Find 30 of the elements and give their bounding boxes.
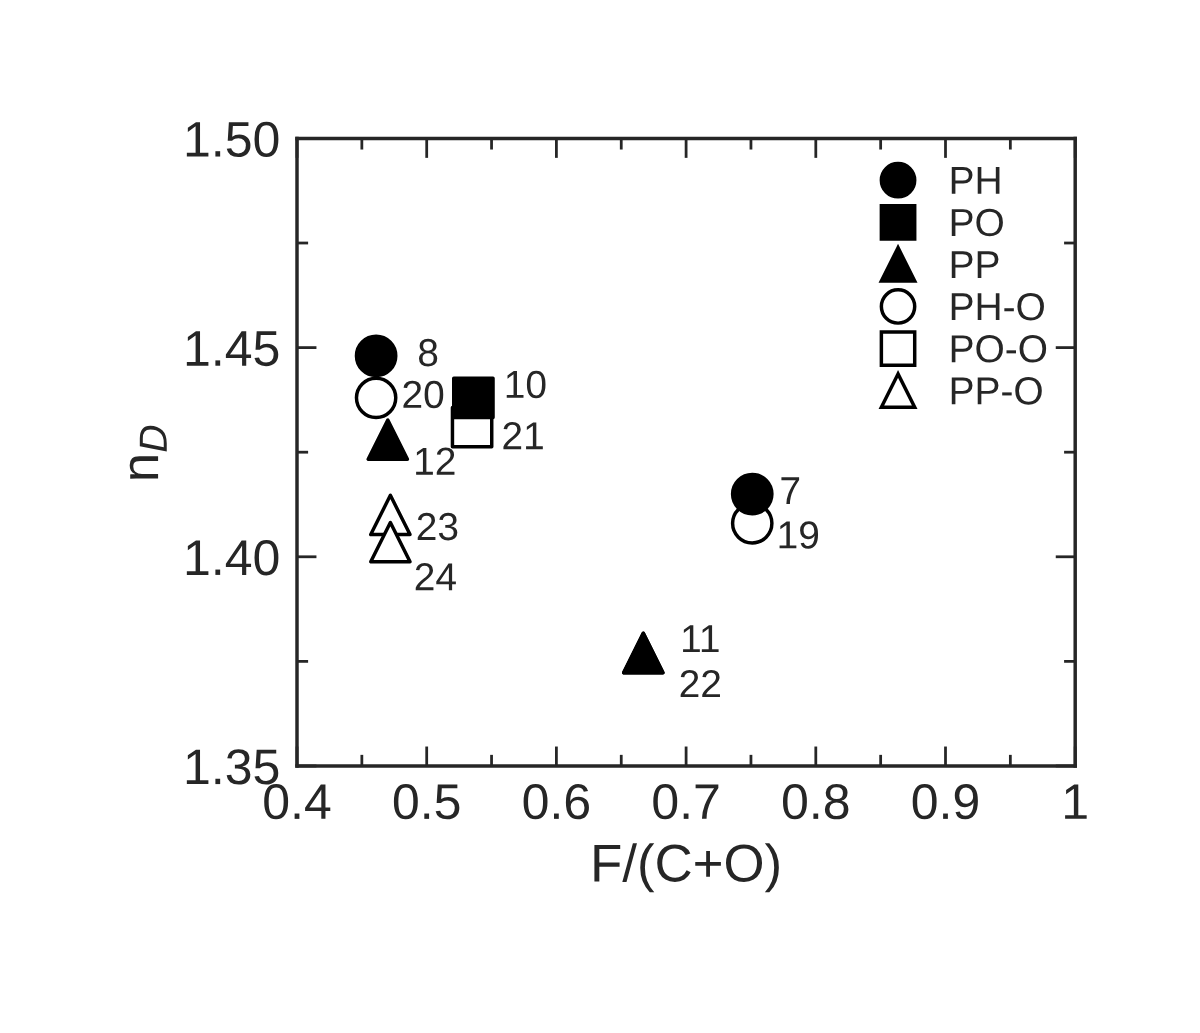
x-axis-title: F/(C+O) xyxy=(594,843,779,893)
x-tick-label: 0.9 xyxy=(912,783,978,820)
y-axis-title: n$_{D}$ xyxy=(129,425,167,479)
annotation: 24 xyxy=(415,563,456,591)
legend-label: PH xyxy=(951,167,1000,194)
x-tick-label: 0.5 xyxy=(393,783,460,820)
x-tick-label: 0.6 xyxy=(523,783,589,820)
annotation: 11 xyxy=(683,625,719,653)
legend-label: PP-O xyxy=(951,377,1042,405)
legend-label: PO xyxy=(951,208,1003,237)
x-tick-label: 0.7 xyxy=(653,783,719,820)
annotation: 10 xyxy=(506,370,546,399)
y-tick-label: 1.40 xyxy=(186,539,279,576)
y-tick-label: 1.45 xyxy=(186,331,279,367)
annotation: 19 xyxy=(779,521,819,549)
annotation: 7 xyxy=(781,477,800,505)
x-tick-label: 1 xyxy=(1065,784,1087,819)
annotation: 22 xyxy=(680,669,720,698)
legend-label: PH-O xyxy=(951,292,1044,321)
annotation: 23 xyxy=(417,512,458,541)
annotation: 12 xyxy=(416,447,455,475)
annotation: 21 xyxy=(503,421,543,450)
y-tick-label: 1.35 xyxy=(186,749,279,785)
y-tick-label: 1.50 xyxy=(186,121,279,158)
annotation: 20 xyxy=(403,380,444,409)
legend-label: PP xyxy=(951,251,999,278)
legend-label: PO-O xyxy=(951,335,1047,363)
x-tick-label: 0.4 xyxy=(264,783,331,820)
x-tick-label: 0.8 xyxy=(783,783,849,820)
annotation: 8 xyxy=(418,338,438,367)
